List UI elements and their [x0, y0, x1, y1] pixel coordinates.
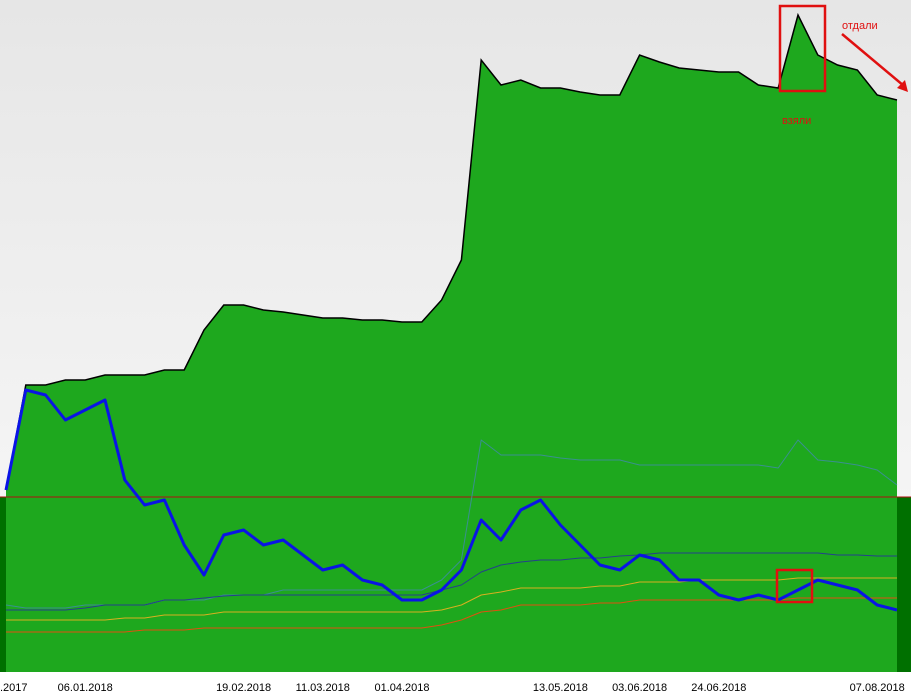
equity-area: [6, 15, 897, 672]
x-tick-label: 24.06.2018: [691, 682, 746, 694]
series-line: [6, 577, 897, 621]
x-tick-label: 03.06.2018: [612, 682, 667, 694]
x-tick-label: 19.02.2018: [216, 682, 271, 694]
x-tick-label: 06.01.2018: [58, 682, 113, 694]
x-tick-label: 01.04.2018: [374, 682, 429, 694]
x-tick-label: .2017: [0, 682, 28, 694]
axis-strip: [0, 672, 911, 699]
x-tick-label: 11.03.2018: [296, 682, 350, 694]
arrow-head: [897, 80, 908, 92]
x-tick-label: 07.08.2018: [850, 682, 905, 694]
highlight-box: [775, 568, 814, 604]
annotation: отдали: [842, 20, 878, 32]
highlight-box: [778, 4, 827, 93]
series-line: [6, 552, 897, 611]
series-line: [6, 597, 897, 633]
series-line: [4, 388, 898, 612]
plot: [0, 12, 911, 672]
x-tick-label: 13.05.2018: [533, 682, 588, 694]
equity-line: [5, 12, 898, 491]
arrow: [841, 33, 905, 87]
annotation: взяли: [782, 115, 811, 127]
